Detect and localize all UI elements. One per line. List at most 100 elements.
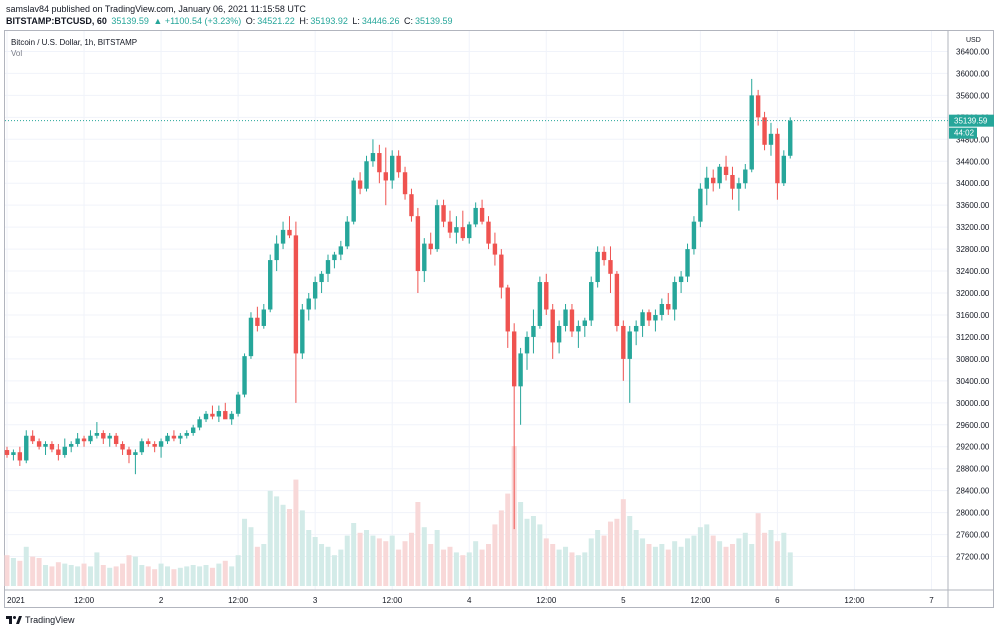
x-tick-label: 12:00 [690, 596, 711, 605]
candle-body [197, 419, 202, 428]
candle-body [434, 205, 440, 250]
volume-bar [319, 544, 325, 586]
x-tick-label: 12:00 [74, 596, 95, 605]
candle-body [280, 229, 286, 244]
y-tick-label: 31600.00 [956, 311, 990, 320]
volume-bar [569, 552, 575, 586]
y-tick-label: 30000.00 [956, 399, 990, 408]
volume-bar [697, 527, 703, 586]
y-tick-label: 27600.00 [956, 531, 990, 540]
volume-bar [203, 565, 209, 586]
last-price-tag [949, 114, 994, 127]
candle-body [544, 282, 549, 310]
candle-body [524, 336, 530, 354]
last-price: 35139.59 [111, 16, 149, 26]
y-tick-label: 34000.00 [956, 179, 990, 188]
volume-bar [4, 555, 10, 586]
candle-body [216, 411, 222, 417]
volume-bar [749, 544, 755, 586]
volume-bar [441, 549, 447, 586]
x-tick-label: 12:00 [536, 596, 557, 605]
candle-body [190, 427, 196, 434]
last-price-tag-label: 35139.59 [954, 117, 988, 126]
volume-bar [588, 538, 594, 586]
volume-bar [364, 530, 370, 586]
y-tick-label: 30400.00 [956, 377, 990, 386]
volume-bar [75, 566, 81, 586]
volume-bar [197, 566, 203, 586]
volume-bar [94, 552, 100, 586]
y-tick-label: 31200.00 [956, 333, 990, 342]
candle-body [460, 227, 466, 239]
volume-bar [68, 565, 74, 586]
candle-body [550, 309, 555, 343]
volume-bar [184, 566, 190, 586]
y-tick-label: 35600.00 [956, 91, 990, 100]
open-value: 34521.22 [257, 16, 295, 26]
chart-frame[interactable] [4, 30, 994, 608]
candle-body [370, 153, 376, 162]
candle-body [531, 325, 536, 337]
volume-bar [331, 555, 337, 586]
candle-body [441, 205, 446, 222]
candle-body [49, 443, 55, 450]
y-tick-label: 27200.00 [956, 553, 990, 562]
volume-bar [87, 566, 93, 586]
volume-bar [685, 538, 691, 586]
currency-label: USD [966, 37, 981, 44]
volume-bar [421, 527, 427, 586]
volume-bar [704, 524, 710, 586]
volume-bar [280, 504, 286, 586]
volume-bar [550, 544, 556, 586]
candle-body [383, 172, 388, 181]
volume-bar [428, 544, 434, 586]
close-label: C: [403, 16, 413, 26]
volume-bar [254, 546, 260, 586]
volume-bar [479, 549, 485, 586]
volume-bar [383, 541, 389, 586]
candle-body [454, 227, 459, 233]
candle-body [11, 452, 16, 455]
volume-bar [408, 532, 414, 586]
candle-body [422, 243, 427, 272]
volume-bar [17, 560, 23, 586]
y-tick-label: 34800.00 [956, 135, 990, 144]
volume-bar [274, 496, 280, 586]
volume-bar [498, 510, 504, 586]
y-tick-label: 28800.00 [956, 465, 990, 474]
candle-body [94, 433, 100, 436]
candle-body [69, 443, 74, 447]
publish-info: samslav84 published on TradingView.com, … [6, 4, 306, 14]
candle-body [775, 133, 780, 184]
candle-body [88, 435, 93, 442]
candle-body [666, 304, 671, 310]
price-change: ▲ +1100.54 (+3.23%) [153, 16, 242, 26]
volume-bar [710, 535, 716, 586]
volume-bar [165, 566, 170, 586]
volume-bar [729, 544, 735, 586]
candle-body [351, 180, 356, 222]
volume-bar [306, 530, 312, 586]
volume-bar [396, 549, 402, 586]
volume-bar [563, 546, 569, 586]
candle-body [589, 282, 594, 321]
candle-body [576, 325, 581, 332]
candle-body [646, 312, 652, 321]
volume-bar [248, 527, 254, 586]
volume-bar [466, 552, 472, 586]
x-tick-label: 2 [159, 596, 164, 605]
candle-body [261, 309, 266, 326]
x-tick-label: 5 [621, 596, 626, 605]
volume-bar [190, 565, 196, 586]
y-tick-label: 28400.00 [956, 487, 990, 496]
x-tick-label: 6 [775, 596, 780, 605]
candle-body [229, 413, 234, 420]
candle-body [627, 331, 632, 359]
candle-body [62, 446, 67, 455]
candle-body [749, 95, 754, 170]
low-value: 34446.26 [361, 16, 400, 26]
volume-bar [299, 510, 305, 586]
candle-body [390, 155, 395, 181]
volume-bar [23, 546, 29, 586]
